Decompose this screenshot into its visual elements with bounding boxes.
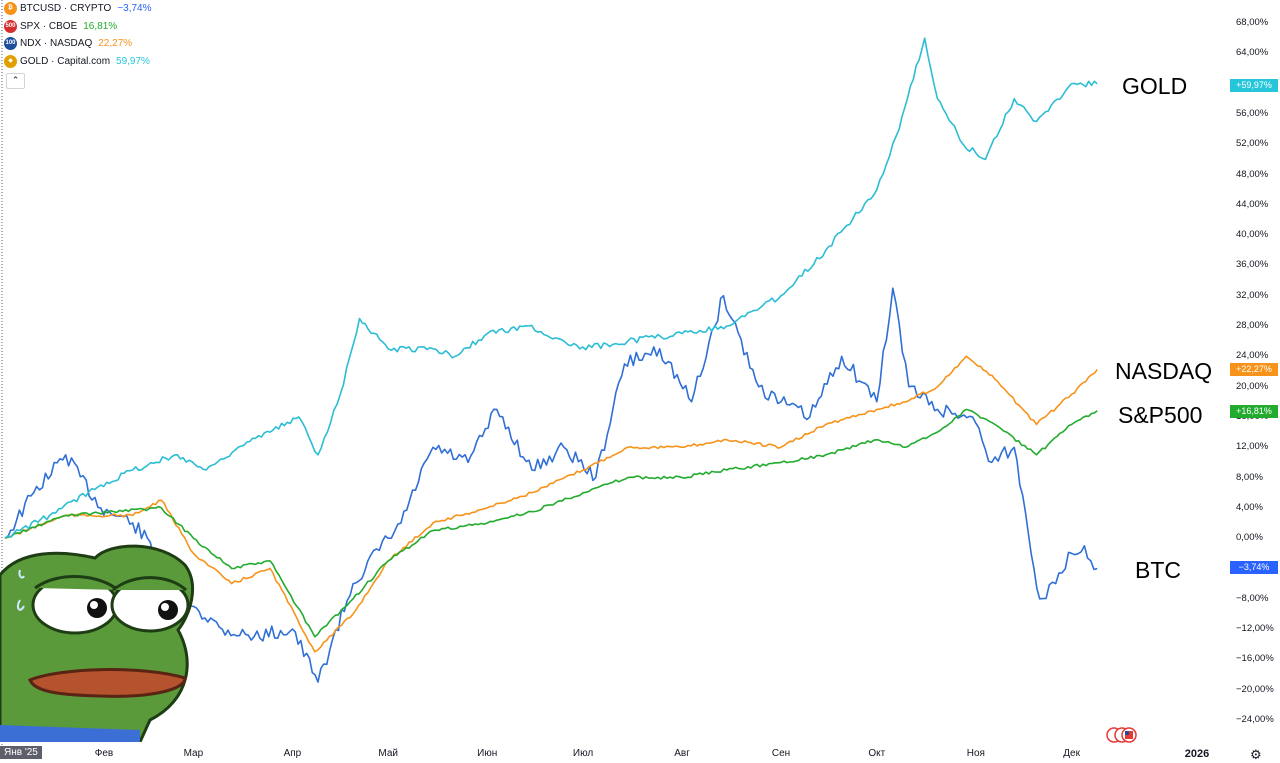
y-tick-label: 4,00% [1236,501,1263,513]
legend-symbol: NDX · NASDAQ [20,38,93,49]
series-line-gold [4,37,1098,539]
x-label-year: 2026 [1184,748,1210,760]
legend-value: 59,97% [116,55,150,67]
x-tick-label: Апр [283,748,302,759]
x-tick-label: Сен [771,748,791,759]
legend-row-spx[interactable]: 500 SPX · CBOE 16,81% [4,18,152,36]
y-tick-label: 48,00% [1236,168,1269,180]
legend-row-gold[interactable]: ◆ GOLD · Capital.com 59,97% [4,53,152,71]
y-tick-label: 68,00% [1236,17,1269,28]
x-tick-label: Фев [94,748,114,759]
y-tick-label: 32,00% [1236,289,1269,301]
y-tick-label: 44,00% [1236,198,1269,210]
legend: ₿ BTCUSD · CRYPTO −3,74% 500 SPX · CBOE … [4,0,152,70]
gear-icon[interactable]: ⚙ [1250,747,1262,762]
y-tick-label: −24,00% [1236,714,1274,725]
legend-row-ndx[interactable]: 100 NDX · NASDAQ 22,27% [4,35,152,53]
y-tick-label: 0,00% [1236,532,1263,544]
price-badge-btc: −3,74% [1230,561,1278,574]
x-tick-label: Дек [1063,748,1080,759]
y-tick-label: 52,00% [1236,138,1269,150]
annotation-gold: GOLD [1122,73,1188,99]
x-tick-label: Июн [477,748,498,759]
events-flag-icon[interactable] [1104,727,1138,743]
y-tick-label: 24,00% [1236,350,1269,362]
annotation-btc: BTC [1135,557,1181,583]
legend-value: −3,74% [117,3,152,14]
series-line-ndx [4,355,1098,653]
y-tick-label: 64,00% [1236,47,1269,59]
x-tick-label: Май [378,748,399,759]
price-badge-ndx: +22,27% [1230,363,1278,376]
collapse-legend-button[interactable]: ⌃ [6,73,25,89]
legend-symbol: GOLD · Capital.com [20,55,111,67]
y-tick-label: 12,00% [1236,441,1269,453]
y-tick-label: 8,00% [1236,471,1263,483]
gold-icon: ◆ [4,54,17,68]
legend-symbol: BTCUSD · CRYPTO [20,3,112,14]
bitcoin-icon: ₿ [4,2,17,16]
y-tick-label: 28,00% [1236,320,1269,332]
annotation-sp500: S&P500 [1118,402,1203,428]
legend-symbol: SPX · CBOE [20,20,78,32]
y-tick-label: −16,00% [1236,653,1274,665]
legend-value: 16,81% [83,20,118,32]
y-tick-label: 20,00% [1236,380,1269,392]
price-badge-gold: +59,97% [1230,79,1278,92]
legend-value: 22,27% [98,38,133,49]
y-tick-label: −8,00% [1236,592,1269,604]
x-tick-label: Мар [183,748,204,759]
series-line-spx [4,408,1098,638]
ndx-icon: 100 [4,37,17,51]
x-label-first: Янв '25 [0,746,42,759]
legend-row-btcusd[interactable]: ₿ BTCUSD · CRYPTO −3,74% [4,0,152,18]
price-badge-spx: +16,81% [1230,405,1278,418]
x-tick-label: Июл [572,748,594,759]
spx-icon: 500 [4,19,17,33]
x-tick-label: Ноя [966,748,985,759]
y-tick-label: 56,00% [1236,107,1269,119]
y-tick-label: 36,00% [1236,259,1269,271]
annotation-nasdaq: NASDAQ [1115,358,1213,384]
y-tick-label: −20,00% [1236,683,1274,695]
x-tick-label: Окт [868,748,886,759]
y-tick-label: −12,00% [1236,623,1274,635]
x-tick-label: Авг [674,748,690,759]
frog-meme-image [0,544,195,742]
y-tick-label: 40,00% [1236,229,1269,241]
